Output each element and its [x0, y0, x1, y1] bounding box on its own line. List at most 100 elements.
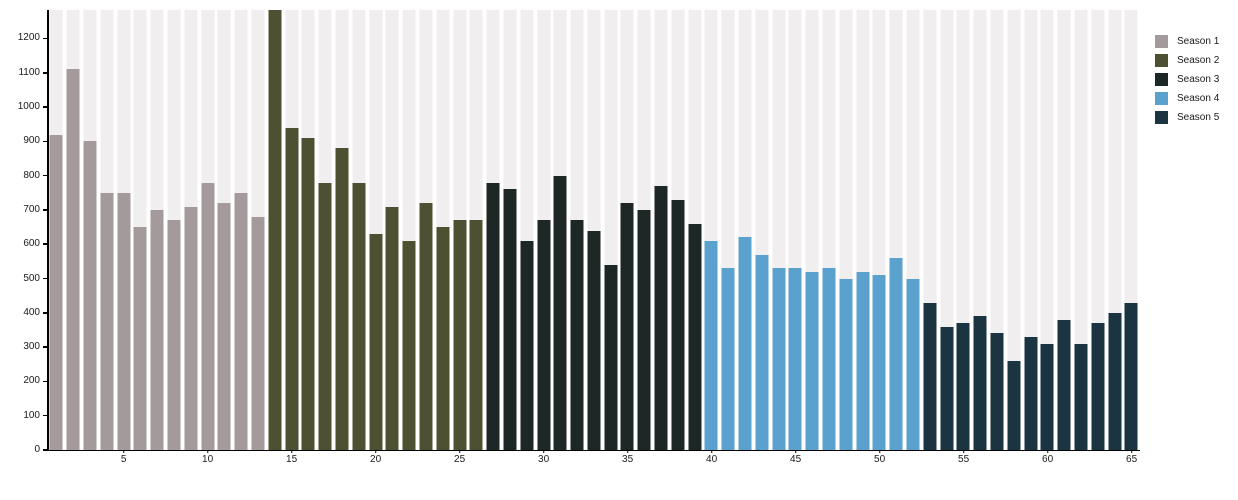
bar-episode-33-season-3 — [587, 230, 601, 450]
bar-slot-episode-38 — [669, 10, 686, 450]
bar-slot-episode-52 — [905, 10, 922, 450]
bar-slot-episode-10 — [199, 10, 216, 450]
bar-slot-episode-49 — [854, 10, 871, 450]
x-tick-label-5: 5 — [120, 454, 127, 465]
bar-episode-22-season-2 — [402, 240, 416, 450]
legend-swatch — [1155, 54, 1168, 67]
y-tick-mark — [43, 312, 47, 314]
y-tick-mark — [43, 449, 47, 451]
bar-episode-34-season-3 — [604, 264, 618, 450]
y-tick-label-700: 700 — [23, 203, 40, 215]
x-tick-mark — [626, 450, 629, 453]
y-tick-mark — [43, 346, 47, 348]
bar-slot-episode-65 — [1123, 10, 1140, 450]
bar-slot-episode-44 — [770, 10, 787, 450]
bar-episode-51-season-4 — [889, 257, 903, 450]
bar-slot-episode-21 — [384, 10, 401, 450]
x-axis-line — [47, 449, 1140, 451]
bar-slot-episode-22 — [401, 10, 418, 450]
bar-episode-14-season-2 — [268, 10, 282, 450]
bar-slot-episode-1 — [48, 10, 65, 450]
bar-episode-27-season-3 — [486, 182, 500, 450]
bar-episode-37-season-3 — [654, 185, 668, 450]
bar-slot-episode-11 — [216, 10, 233, 450]
bar-slot-episode-56 — [972, 10, 989, 450]
bar-slot-episode-45 — [787, 10, 804, 450]
x-tick-mark — [206, 450, 209, 453]
bar-slot-episode-62 — [1073, 10, 1090, 450]
bar-slot-episode-35 — [619, 10, 636, 450]
legend-item-season-4: Season 4 — [1155, 89, 1219, 108]
bar-episode-24-season-2 — [436, 227, 450, 450]
bar-slot-episode-34 — [602, 10, 619, 450]
legend-label: Season 5 — [1177, 112, 1220, 123]
bar-slot-episode-64 — [1106, 10, 1123, 450]
bar-episode-35-season-3 — [620, 203, 634, 450]
bar-episode-45-season-4 — [788, 268, 802, 450]
y-tick-mark — [43, 72, 47, 74]
bar-episode-5-season-1 — [117, 192, 131, 450]
x-tick-label-15: 15 — [286, 454, 298, 465]
bar-slot-episode-28 — [502, 10, 519, 450]
bar-slot-episode-18 — [334, 10, 351, 450]
x-tick-mark — [1130, 450, 1133, 453]
x-tick-label-10: 10 — [202, 454, 214, 465]
bar-episode-58-season-5 — [1007, 360, 1021, 450]
bar-episode-59-season-5 — [1024, 336, 1038, 450]
y-tick-label-800: 800 — [23, 169, 40, 181]
bar-episode-21-season-2 — [385, 206, 399, 450]
x-tick-label-50: 50 — [874, 454, 886, 465]
bar-episode-40-season-4 — [704, 240, 718, 450]
bar-slot-episode-33 — [586, 10, 603, 450]
bar-episode-61-season-5 — [1057, 319, 1071, 450]
bar-episode-11-season-1 — [217, 203, 231, 450]
bar-episode-54-season-5 — [940, 326, 954, 450]
x-tick-label-25: 25 — [454, 454, 466, 465]
bar-slot-episode-23 — [418, 10, 435, 450]
bar-episode-42-season-4 — [738, 237, 752, 450]
plot-area — [48, 10, 1140, 450]
x-tick-mark — [962, 450, 965, 453]
bar-slot-episode-61 — [1056, 10, 1073, 450]
bar-slot-episode-36 — [636, 10, 653, 450]
bar-episode-36-season-3 — [637, 209, 651, 450]
bar-episode-39-season-3 — [688, 223, 702, 450]
x-tick-mark — [374, 450, 377, 453]
bar-slot-episode-63 — [1089, 10, 1106, 450]
y-tick-mark — [43, 243, 47, 245]
legend-item-season-2: Season 2 — [1155, 51, 1219, 70]
bar-slot-episode-51 — [888, 10, 905, 450]
x-tick-label-35: 35 — [622, 454, 634, 465]
bar-episode-26-season-2 — [469, 220, 483, 450]
bar-slot-episode-31 — [552, 10, 569, 450]
y-tick-mark — [43, 380, 47, 383]
y-tick-label-100: 100 — [23, 409, 40, 421]
y-tick-label-400: 400 — [23, 306, 40, 318]
bar-slot-episode-5 — [115, 10, 132, 450]
bar-slot-episode-43 — [753, 10, 770, 450]
x-tick-mark — [458, 450, 461, 453]
bar-episode-38-season-3 — [671, 199, 685, 450]
bar-episode-62-season-5 — [1074, 343, 1088, 450]
bar-episode-16-season-2 — [301, 137, 315, 450]
background-stripe — [1040, 10, 1054, 450]
bar-slot-episode-48 — [837, 10, 854, 450]
legend-swatch — [1155, 35, 1168, 48]
bar-episode-7-season-1 — [150, 209, 164, 450]
bar-slot-episode-60 — [1039, 10, 1056, 450]
bar-episode-13-season-1 — [251, 216, 265, 450]
bar-slot-episode-40 — [703, 10, 720, 450]
bar-episode-60-season-5 — [1040, 343, 1054, 450]
bar-episode-8-season-1 — [167, 220, 181, 450]
bar-episode-23-season-2 — [419, 203, 433, 450]
bar-slot-episode-25 — [451, 10, 468, 450]
y-axis-line — [47, 10, 49, 451]
x-tick-label-65: 65 — [1126, 454, 1138, 465]
bar-slot-episode-24 — [434, 10, 451, 450]
bar-slot-episode-39 — [686, 10, 703, 450]
bar-slot-episode-26 — [468, 10, 485, 450]
bar-episode-29-season-3 — [520, 240, 534, 450]
x-tick-label-40: 40 — [706, 454, 718, 465]
bar-slot-episode-32 — [569, 10, 586, 450]
